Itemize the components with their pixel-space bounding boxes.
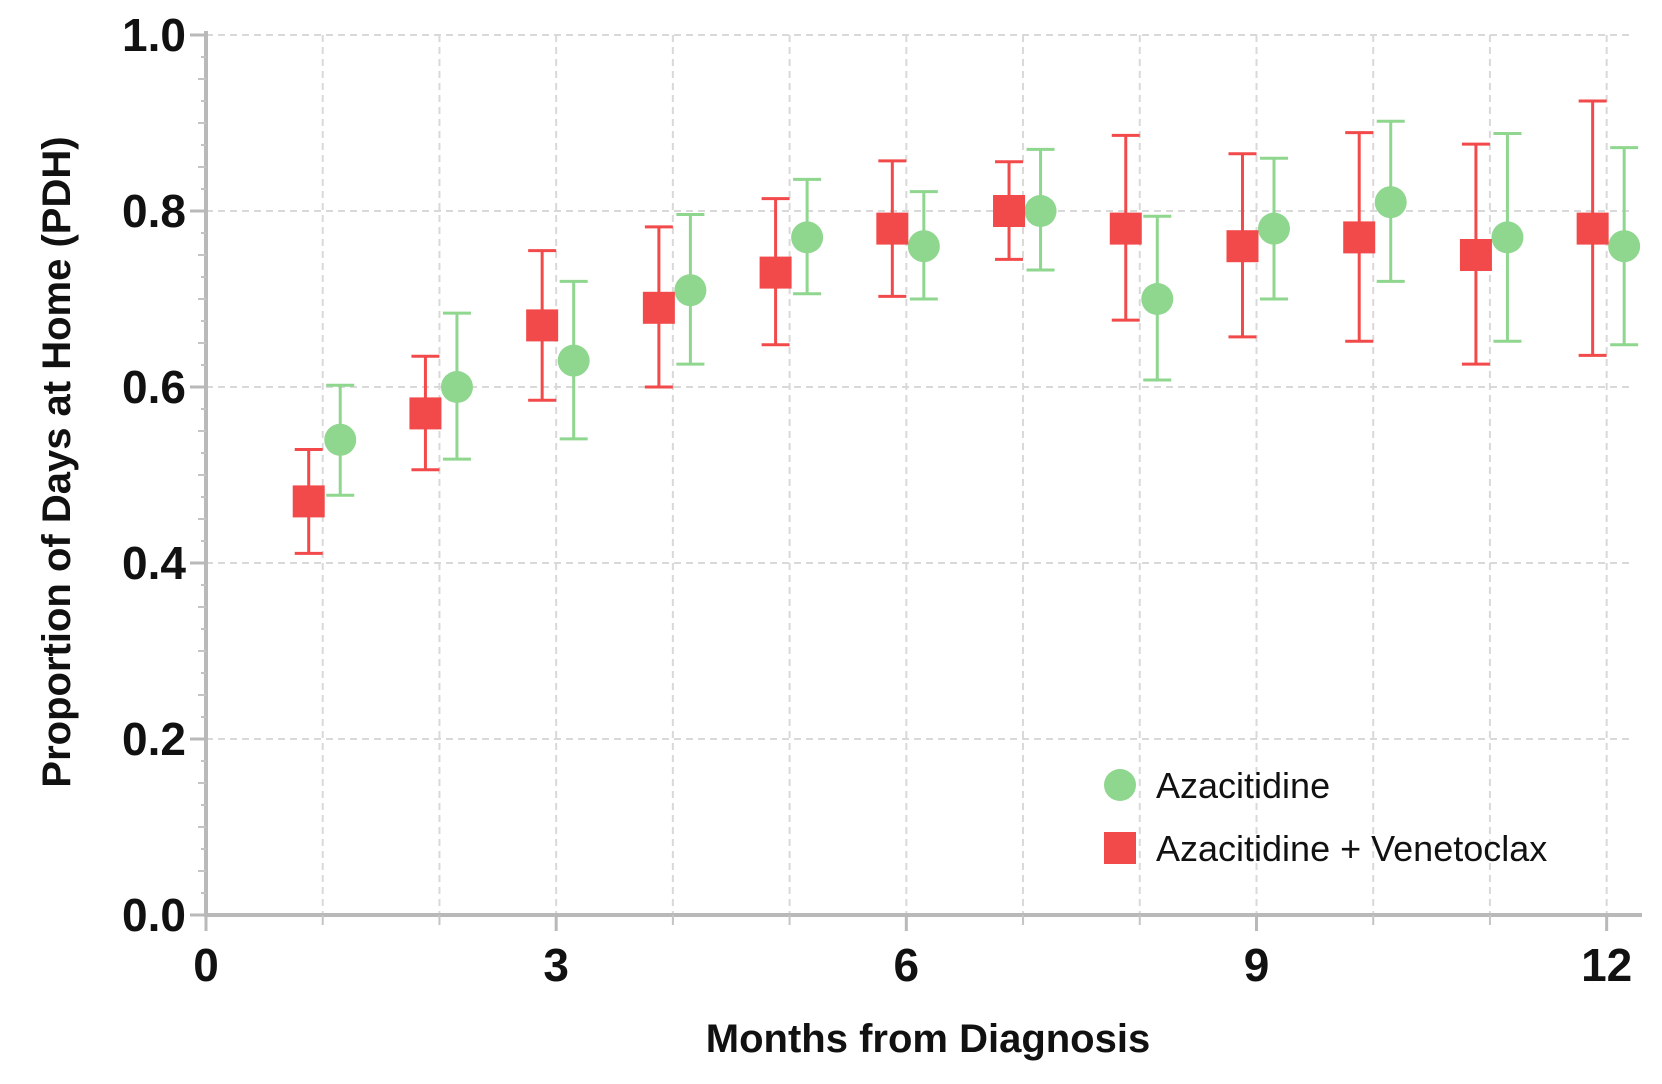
legend-label: Azacitidine	[1156, 765, 1330, 806]
series-azacitidine	[324, 119, 1641, 497]
data-point-square	[1109, 212, 1142, 245]
axes-layer: 0.0 0.2 0.4 0.6 0.8 1.0 0 3 6 9 12	[122, 9, 1642, 991]
data-point-square	[1343, 221, 1376, 254]
x-tick-label: 6	[894, 939, 920, 991]
data-point-square	[1576, 212, 1609, 245]
x-tick-label: 3	[543, 939, 569, 991]
grid-layer	[206, 34, 1630, 915]
data-point-circle	[1374, 186, 1407, 219]
data-point-square	[526, 309, 559, 342]
data-point-square	[409, 397, 442, 430]
data-point-circle	[1258, 212, 1290, 245]
series-azacitidine-venetoclax	[292, 99, 1609, 555]
legend-marker-circle	[1104, 769, 1136, 801]
y-axis-title: Proportion of Days at Home (PDH)	[35, 136, 79, 787]
x-tick-label: 0	[193, 939, 219, 991]
y-tick-label: 1.0	[122, 9, 186, 61]
data-point-circle	[907, 230, 940, 263]
data-point-circle	[1024, 195, 1057, 227]
y-tick-label: 0.6	[122, 361, 186, 413]
x-axis-title: Months from Diagnosis	[706, 1017, 1150, 1061]
data-point-circle	[1141, 283, 1174, 315]
data-point-square	[1226, 230, 1259, 263]
data-point-circle	[440, 371, 473, 403]
data-point-square	[876, 212, 909, 245]
data-point-square	[642, 291, 675, 324]
y-tick-label: 0.0	[122, 889, 186, 941]
data-point-circle	[1608, 230, 1641, 263]
data-point-square	[993, 195, 1026, 227]
data-point-square	[292, 485, 325, 518]
legend: Azacitidine Azacitidine + Venetoclax	[1104, 765, 1547, 869]
y-tick-label: 0.4	[122, 537, 186, 589]
y-tick-label: 0.8	[122, 185, 186, 237]
data-point-square	[1459, 239, 1492, 271]
data-point-circle	[674, 274, 707, 307]
legend-marker-square	[1104, 832, 1136, 864]
x-tick-label: 12	[1581, 939, 1632, 991]
data-point-circle	[324, 423, 357, 456]
data-point-circle	[557, 344, 590, 377]
y-tick-label: 0.2	[122, 713, 186, 765]
data-point-circle	[1491, 221, 1524, 254]
series-layer	[292, 99, 1641, 555]
x-tick-label: 9	[1244, 939, 1270, 991]
data-point-circle	[791, 221, 824, 254]
data-point-square	[759, 256, 792, 289]
legend-label: Azacitidine + Venetoclax	[1156, 828, 1547, 869]
